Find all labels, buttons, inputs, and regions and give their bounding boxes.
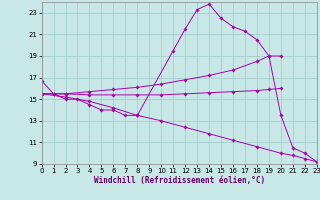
X-axis label: Windchill (Refroidissement éolien,°C): Windchill (Refroidissement éolien,°C) xyxy=(94,176,265,185)
